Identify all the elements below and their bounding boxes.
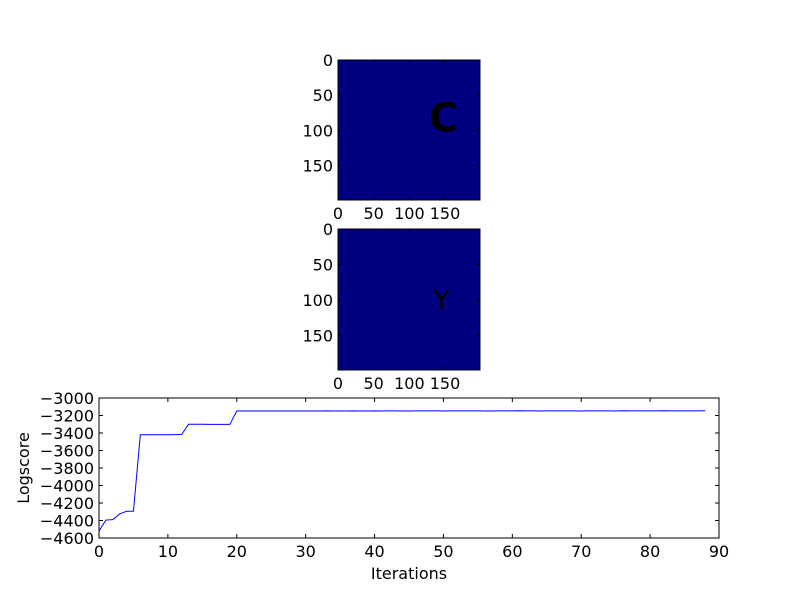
image-2-background: [338, 229, 480, 370]
image-2-x-ticks: 0 50 100 150: [333, 229, 460, 393]
plot-x-tick-label: 20: [227, 542, 247, 561]
image-1-y-tick-label: 50: [313, 86, 333, 105]
image-panel-1: C 0 50 100 150 0 50 100 150: [302, 51, 481, 223]
image-1-x-ticks: 0 50 100 150: [333, 60, 460, 223]
plot-x-tick-label: 30: [295, 542, 315, 561]
plot-y-tick-label: −3400: [40, 424, 94, 443]
plot-y-tick-label: −4200: [40, 494, 94, 513]
plot-y-tick-label: −3800: [40, 459, 94, 478]
plot-x-tick-label: 10: [158, 542, 178, 561]
plot-x-tick-label: 40: [364, 542, 384, 561]
image-1-y-tick-label: 150: [302, 157, 333, 176]
plot-y-tick-label: −4000: [40, 477, 94, 496]
plot-y-tick-label: −3200: [40, 407, 94, 426]
y-axis-label: Logscore: [14, 432, 33, 504]
image-1-y-tick-label: 0: [323, 51, 333, 70]
plot-x-tick-label: 80: [640, 542, 660, 561]
image-2-y-tick-label: 0: [323, 220, 333, 239]
image-panel-2: Y 0 50 100 150 0 50 100 150: [302, 220, 481, 393]
plot-x-tick-label: 90: [709, 542, 729, 561]
plot-x-ticks: 0 10 20 30 40 50 60 70 80 90: [94, 398, 729, 561]
image-2-y-tick-label: 50: [313, 255, 333, 274]
image-2-glyph-y: Y: [433, 286, 450, 316]
image-1-x-tick-label: 0: [333, 204, 343, 223]
image-1-background: [338, 60, 480, 200]
plot-x-tick-label: 70: [571, 542, 591, 561]
image-1-y-ticks: 0 50 100 150: [302, 51, 480, 176]
logscore-plot: 0 10 20 30 40 50 60 70 80 90 −3000−3200−3400−3600…: [14, 389, 729, 583]
image-2-y-ticks: 0 50 100 150: [302, 220, 480, 345]
image-1-y-tick-label: 100: [302, 121, 333, 140]
x-axis-label: Iterations: [371, 564, 447, 583]
plot-x-tick-label: 0: [94, 542, 104, 561]
plot-y-tick-label: −3000: [40, 389, 94, 408]
image-1-glyph-c: C: [429, 95, 458, 141]
plot-y-tick-label: −3600: [40, 442, 94, 461]
image-1-x-tick-label: 100: [394, 204, 425, 223]
plot-y-tick-label: −4600: [40, 529, 94, 548]
plot-x-tick-label: 60: [502, 542, 522, 561]
image-1-x-tick-label: 150: [430, 204, 461, 223]
plot-area: [99, 398, 719, 538]
image-2-x-tick-label: 150: [430, 374, 461, 393]
plot-y-tick-label: −4400: [40, 512, 94, 531]
image-2-y-tick-label: 150: [302, 326, 333, 345]
image-2-x-tick-label: 100: [394, 374, 425, 393]
logscore-series-line: [98, 410, 706, 532]
image-1-x-tick-label: 50: [363, 204, 383, 223]
plot-y-ticks: −3000−3200−3400−3600−3800−4000−4200−4400…: [40, 389, 719, 548]
image-2-y-tick-label: 100: [302, 291, 333, 310]
image-2-x-tick-label: 0: [333, 374, 343, 393]
image-2-x-tick-label: 50: [363, 374, 383, 393]
plot-x-tick-label: 50: [433, 542, 453, 561]
